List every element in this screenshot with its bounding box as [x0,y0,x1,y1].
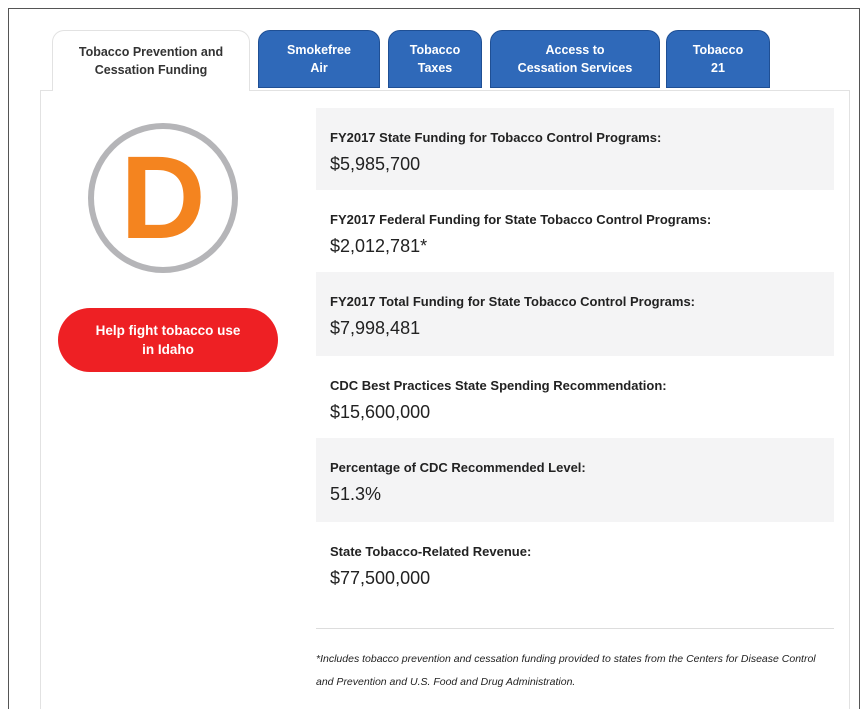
tab[interactable]: Tobacco Prevention and Cessation Funding [52,30,250,91]
tab[interactable]: Smokefree Air [258,30,380,88]
frame [8,8,860,709]
funding-row: FY2017 State Funding for Tobacco Control… [316,108,834,190]
funding-row: FY2017 Total Funding for State Tobacco C… [316,272,834,356]
funding-label: State Tobacco-Related Revenue: [330,544,532,559]
grade-badge: D [88,123,238,273]
funding-row: FY2017 Federal Funding for State Tobacco… [316,190,834,272]
funding-label: CDC Best Practices State Spending Recomm… [330,378,667,393]
tab-label: Taxes [417,61,453,75]
funding-value: $2,012,781* [330,236,428,256]
tab[interactable]: Access to Cessation Services [490,30,660,88]
panel [40,90,850,709]
tab-label: Tobacco [409,43,461,57]
funding-label: FY2017 Federal Funding for State Tobacco… [330,212,712,227]
tab[interactable]: Tobacco Taxes [388,30,482,88]
help-button[interactable]: Help fight tobacco use in Idaho [58,308,278,372]
funding-label: Percentage of CDC Recommended Level: [330,460,586,475]
tab-label: Tobacco [692,43,744,57]
tab-label: Tobacco Prevention and [78,45,224,59]
funding-row: CDC Best Practices State Spending Recomm… [316,356,834,438]
funding-value: $77,500,000 [330,568,431,588]
funding-row: Percentage of CDC Recommended Level: 51.3… [316,438,834,522]
button-label: Help fight tobacco use [95,323,241,338]
funding-value: $7,998,481 [330,318,421,338]
tab-label: Air [310,61,328,75]
funding-value: $5,985,700 [330,154,421,174]
tab[interactable]: Tobacco 21 [666,30,770,88]
tab-label: 21 [711,61,725,75]
funding-value: $15,600,000 [330,402,431,422]
footnote: *Includes tobacco prevention and cessati… [316,653,816,688]
funding-label: FY2017 State Funding for Tobacco Control… [330,130,662,145]
funding-row: State Tobacco-Related Revenue: $77,500,00… [316,522,834,604]
button-label: in Idaho [142,342,194,357]
tab-label: Smokefree [287,43,351,57]
funding-value: 51.3% [330,484,382,504]
funding-label: FY2017 Total Funding for State Tobacco C… [330,294,695,309]
separator [316,628,834,629]
tab-label: Cessation Services [517,61,633,75]
tab-label: Cessation Funding [94,63,208,77]
tab-label: Access to [545,43,605,57]
